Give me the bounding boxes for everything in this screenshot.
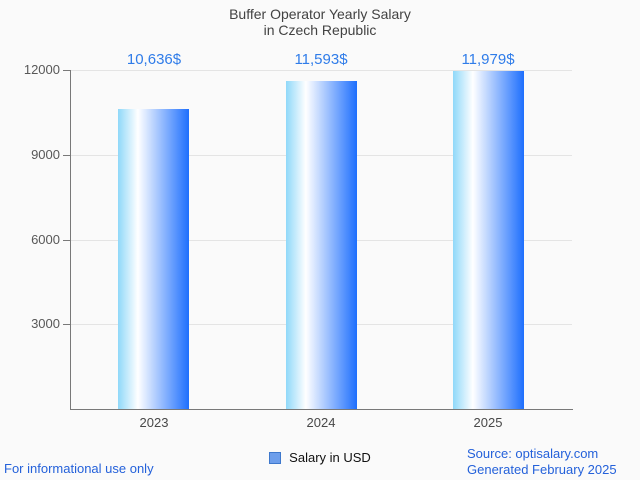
bar — [453, 71, 524, 409]
y-axis-tick — [63, 239, 70, 241]
bar-value-label: 11,979$ — [461, 51, 515, 68]
legend-label: Salary in USD — [289, 450, 371, 465]
bar-value-label: 10,636$ — [126, 51, 182, 68]
disclaimer-text: For informational use only — [4, 461, 154, 476]
bar — [118, 109, 189, 409]
y-axis-tick — [63, 70, 70, 71]
y-axis-tick-label: 6000 — [31, 231, 60, 247]
legend: Salary in USD — [0, 450, 640, 465]
y-axis-tick-label: 3000 — [31, 316, 60, 332]
plot-area — [70, 70, 573, 410]
legend-swatch-icon — [269, 451, 282, 464]
y-axis-tick-label: 9000 — [31, 146, 60, 162]
bar-value-label: 11,593$ — [294, 51, 348, 68]
y-axis-tick-label: 12000 — [23, 62, 60, 77]
chart-title-line1: Buffer Operator Yearly Salary — [229, 6, 411, 22]
y-axis-tick — [63, 324, 70, 326]
x-axis-category-label: 2025 — [473, 415, 503, 430]
chart-title: Buffer Operator Yearly Salary in Czech R… — [0, 6, 640, 38]
x-axis-category-label: 2024 — [306, 415, 336, 430]
generated-text: Generated February 2025 — [467, 462, 617, 477]
x-axis-category-label: 2023 — [139, 415, 169, 430]
y-axis-tick — [63, 154, 70, 156]
source-block: Source: optisalary.com Generated Februar… — [467, 446, 617, 478]
gridline — [70, 70, 572, 71]
bar — [286, 81, 357, 409]
chart-title-line2: in Czech Republic — [263, 22, 377, 38]
source-text: Source: optisalary.com — [467, 446, 599, 461]
